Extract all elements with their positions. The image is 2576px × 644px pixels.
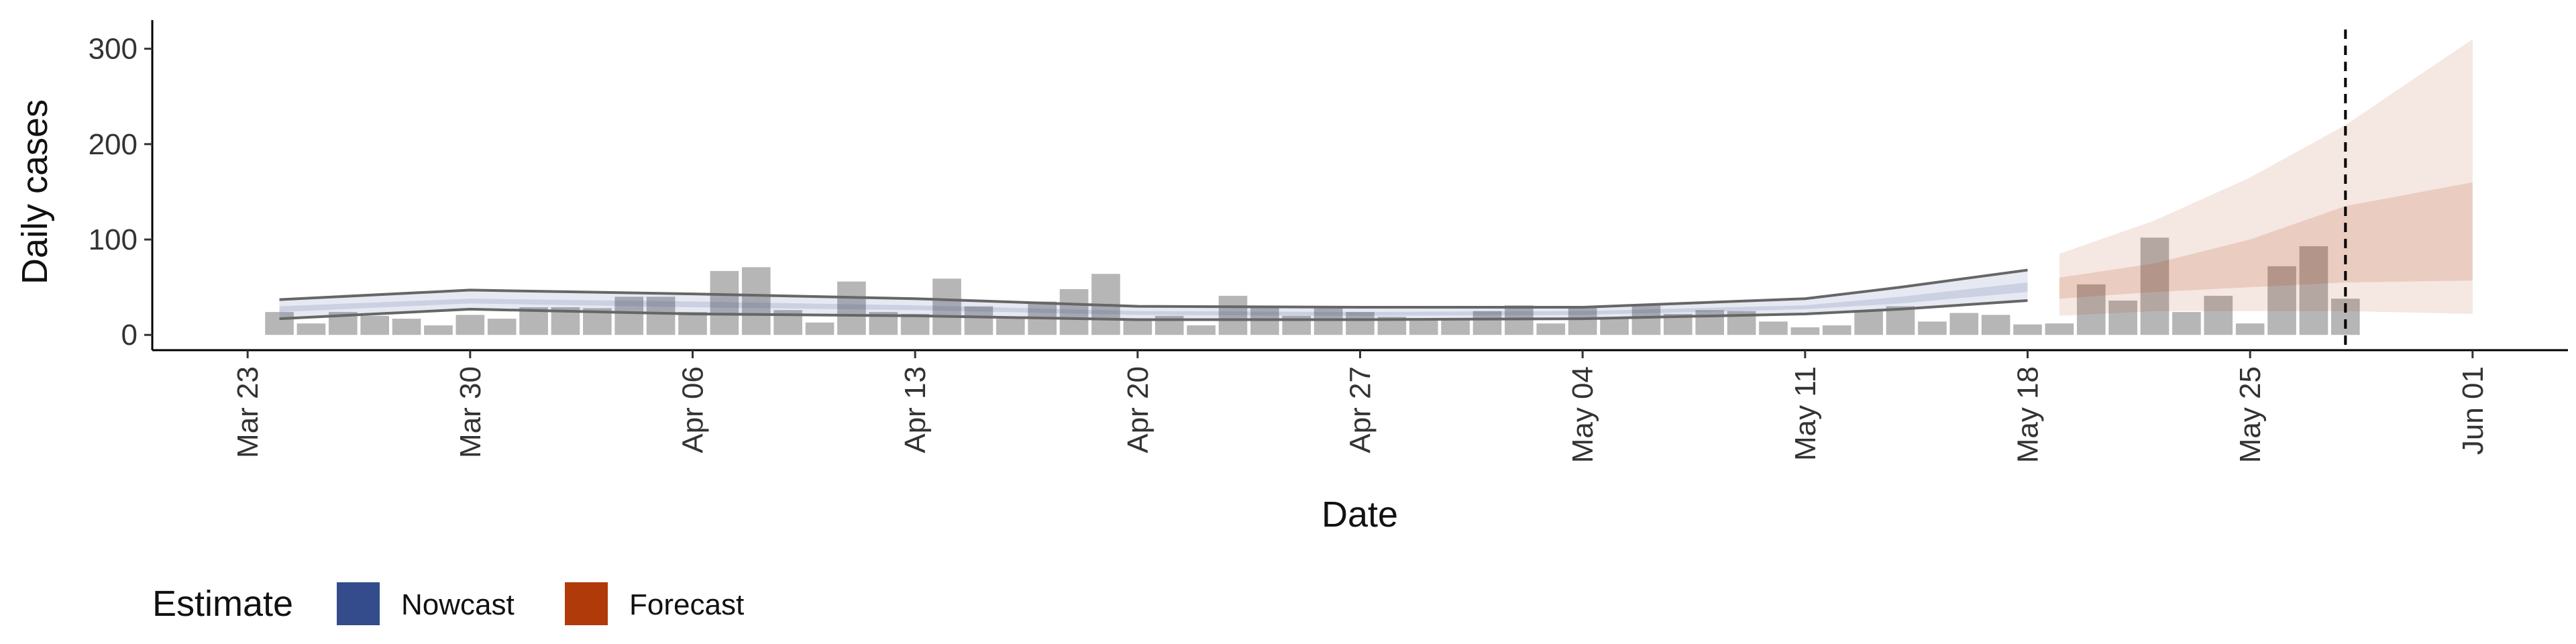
bar [1886, 306, 1915, 335]
bar [805, 322, 835, 335]
bar [297, 323, 326, 335]
bar [1695, 310, 1725, 335]
bar [614, 297, 644, 335]
bar [265, 312, 294, 335]
x-tick-label: May 04 [1566, 366, 1599, 463]
legend-label: Nowcast [401, 588, 515, 621]
bar [392, 319, 421, 335]
bar [2299, 246, 2328, 335]
x-tick-label: May 18 [2012, 366, 2045, 463]
bar [1918, 321, 1947, 335]
bar [2108, 301, 2137, 335]
bar [1600, 317, 1629, 335]
x-tick-label: May 25 [2234, 366, 2267, 463]
bar [1981, 315, 2010, 335]
y-tick-label: 200 [89, 128, 138, 161]
bar [932, 278, 961, 335]
bar [1759, 321, 1788, 335]
legend-title: Estimate [152, 584, 293, 624]
ribbon-edge [279, 268, 2028, 309]
bar [964, 306, 994, 335]
bar [741, 267, 771, 335]
x-tick-label: Jun 01 [2457, 366, 2489, 455]
bar [2013, 324, 2042, 335]
x-axis-title: Date [1322, 494, 1398, 535]
ribbon [279, 282, 2028, 316]
bar [1568, 306, 1597, 335]
ribbon-edge [279, 299, 2028, 321]
bar [1790, 327, 1820, 335]
bar [2045, 323, 2074, 335]
bar [2140, 237, 2169, 335]
y-tick-label: 0 [121, 319, 138, 352]
ribbon [2059, 39, 2473, 316]
bar [2235, 323, 2265, 335]
legend-swatch [337, 582, 380, 625]
bar [1059, 288, 1089, 335]
bar [2204, 295, 2233, 335]
bar [455, 315, 485, 335]
x-tick-label: May 11 [1789, 366, 1822, 461]
bar [2076, 284, 2106, 335]
bar [1218, 295, 1248, 335]
bar [1187, 325, 1216, 335]
bar [996, 319, 1025, 335]
x-tick-label: Apr 13 [899, 366, 932, 453]
bar [2267, 266, 2296, 335]
bar [2172, 312, 2201, 335]
x-tick-label: Apr 06 [676, 366, 709, 453]
bar [900, 313, 930, 335]
y-tick-label: 100 [89, 223, 138, 256]
bar [1346, 312, 1375, 335]
bar [360, 315, 389, 335]
ribbon [2059, 182, 2473, 299]
bar [424, 325, 453, 335]
bar [487, 319, 517, 335]
bar [1441, 319, 1470, 335]
bar [1631, 305, 1661, 335]
bar [646, 297, 676, 335]
x-tick-label: Mar 30 [454, 366, 487, 458]
bar [1123, 319, 1152, 335]
x-tick-label: Apr 27 [1344, 366, 1377, 453]
bar [678, 312, 707, 335]
legend-label: Forecast [629, 588, 744, 621]
bar [1854, 310, 1883, 335]
bar [1472, 311, 1502, 335]
bar [710, 270, 739, 335]
bar [1822, 325, 1851, 335]
x-tick-label: Apr 20 [1122, 366, 1155, 453]
y-axis-title: Daily cases [15, 99, 55, 284]
bar [837, 281, 866, 335]
legend-swatch [565, 582, 608, 625]
y-tick-label: 300 [89, 33, 138, 66]
bar [1949, 313, 1979, 335]
bar [1536, 323, 1566, 335]
bar [1409, 320, 1438, 335]
x-tick-label: Mar 23 [231, 366, 264, 458]
